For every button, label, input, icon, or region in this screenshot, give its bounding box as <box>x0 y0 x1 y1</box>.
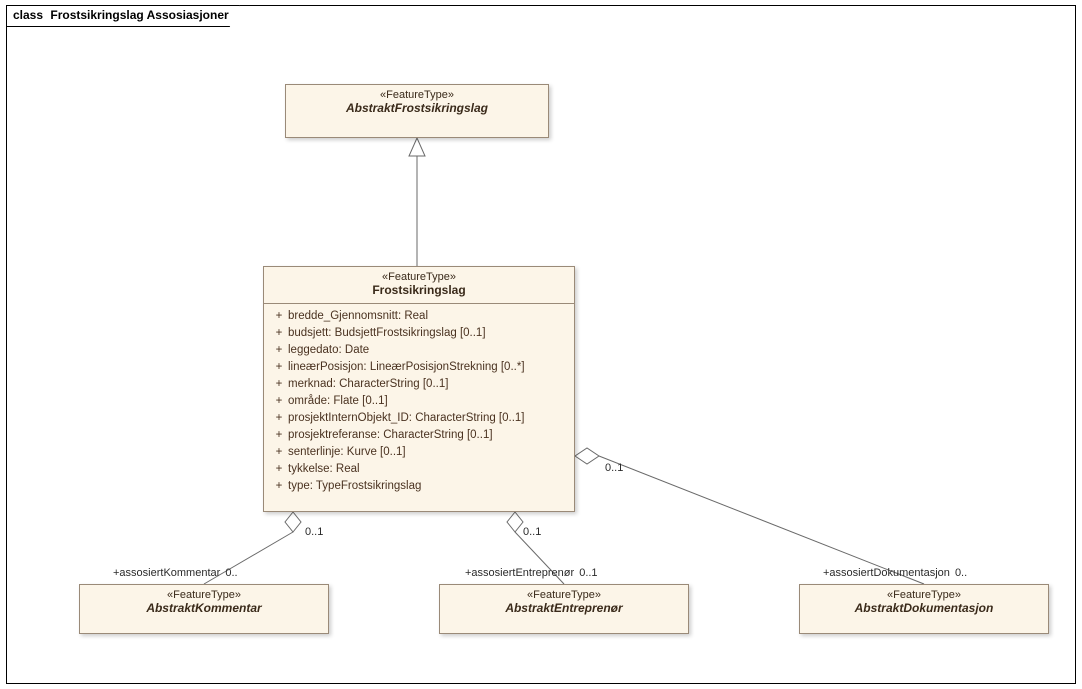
attr-visibility: + <box>270 478 288 495</box>
attribute-row: +leggedato: Date <box>270 342 568 359</box>
class-header: «FeatureType» AbstraktFrostsikringslag <box>286 85 548 121</box>
frame-title: Frostsikringslag Assosiasjoner <box>50 8 228 22</box>
role-dokumentasjon: +assosiertDokumentasjon 0.. <box>823 567 967 579</box>
attr-visibility: + <box>270 410 288 427</box>
role-mult: 0..1 <box>579 567 597 579</box>
attr-visibility: + <box>270 308 288 325</box>
class-name: AbstraktFrostsikringslag <box>290 101 544 115</box>
role-kommentar: +assosiertKommentar 0.. <box>113 567 238 579</box>
attr-text: prosjektInternObjekt_ID: CharacterString… <box>288 410 525 427</box>
attribute-row: +tykkelse: Real <box>270 461 568 478</box>
class-stereotype: «FeatureType» <box>444 589 684 601</box>
attr-text: type: TypeFrostsikringslag <box>288 478 421 495</box>
class-abstrakt-kommentar: «FeatureType» AbstraktKommentar <box>79 584 329 634</box>
assoc-line-dokumentasjon <box>599 456 924 584</box>
attr-text: prosjektreferanse: CharacterString [0..1… <box>288 427 493 444</box>
attribute-row: +prosjektreferanse: CharacterString [0..… <box>270 427 568 444</box>
attr-text: budsjett: BudsjettFrostsikringslag [0..1… <box>288 325 486 342</box>
attr-text: tykkelse: Real <box>288 461 360 478</box>
role-name: +assosiertDokumentasjon <box>823 567 950 579</box>
attribute-row: +bredde_Gjennomsnitt: Real <box>270 308 568 325</box>
attribute-row: +lineærPosisjon: LineærPosisjonStrekning… <box>270 359 568 376</box>
generalization-arrowhead-icon <box>409 138 425 156</box>
aggregation-diamond-kommentar-icon <box>285 512 301 532</box>
class-attributes: +bredde_Gjennomsnitt: Real +budsjett: Bu… <box>264 304 574 501</box>
class-name: AbstraktEntreprenør <box>444 601 684 615</box>
class-name: Frostsikringslag <box>268 283 570 297</box>
class-header: «FeatureType» AbstraktKommentar <box>80 585 328 621</box>
class-name: AbstraktKommentar <box>84 601 324 615</box>
attr-visibility: + <box>270 427 288 444</box>
class-header: «FeatureType» AbstraktEntreprenør <box>440 585 688 621</box>
diagram-frame: class Frostsikringslag Assosiasjoner «Fe… <box>6 5 1076 684</box>
attribute-row: +senterlinje: Kurve [0..1] <box>270 444 568 461</box>
attribute-row: +budsjett: BudsjettFrostsikringslag [0..… <box>270 325 568 342</box>
class-stereotype: «FeatureType» <box>268 271 570 283</box>
attr-text: lineærPosisjon: LineærPosisjonStrekning … <box>288 359 525 376</box>
attribute-row: +prosjektInternObjekt_ID: CharacterStrin… <box>270 410 568 427</box>
multiplicity-main-entreprenor: 0..1 <box>523 526 541 538</box>
role-mult: 0.. <box>955 567 967 579</box>
attr-visibility: + <box>270 444 288 461</box>
class-header: «FeatureType» Frostsikringslag <box>264 267 574 303</box>
multiplicity-main-kommentar: 0..1 <box>305 526 323 538</box>
attr-text: merknad: CharacterString [0..1] <box>288 376 448 393</box>
aggregation-diamond-entreprenor-icon <box>507 512 523 532</box>
multiplicity-main-dokumentasjon: 0..1 <box>605 462 623 474</box>
class-abstrakt-frostsikringslag: «FeatureType» AbstraktFrostsikringslag <box>285 84 549 138</box>
class-stereotype: «FeatureType» <box>804 589 1044 601</box>
class-frostsikringslag: «FeatureType» Frostsikringslag +bredde_G… <box>263 266 575 512</box>
role-entreprenor: +assosiertEntreprenør 0..1 <box>465 567 598 579</box>
frame-title-tab: class Frostsikringslag Assosiasjoner <box>6 5 240 27</box>
role-name: +assosiertEntreprenør <box>465 567 574 579</box>
attribute-row: +merknad: CharacterString [0..1] <box>270 376 568 393</box>
attr-visibility: + <box>270 376 288 393</box>
attr-visibility: + <box>270 342 288 359</box>
class-abstrakt-dokumentasjon: «FeatureType» AbstraktDokumentasjon <box>799 584 1049 634</box>
class-header: «FeatureType» AbstraktDokumentasjon <box>800 585 1048 621</box>
attr-text: senterlinje: Kurve [0..1] <box>288 444 406 461</box>
attr-text: leggedato: Date <box>288 342 369 359</box>
class-abstrakt-entreprenor: «FeatureType» AbstraktEntreprenør <box>439 584 689 634</box>
class-name: AbstraktDokumentasjon <box>804 601 1044 615</box>
attr-visibility: + <box>270 461 288 478</box>
attr-visibility: + <box>270 325 288 342</box>
role-mult: 0.. <box>225 567 237 579</box>
attribute-row: +område: Flate [0..1] <box>270 393 568 410</box>
aggregation-diamond-dokumentasjon-icon <box>575 448 599 464</box>
attr-visibility: + <box>270 359 288 376</box>
attribute-row: +type: TypeFrostsikringslag <box>270 478 568 495</box>
attr-text: bredde_Gjennomsnitt: Real <box>288 308 428 325</box>
attr-text: område: Flate [0..1] <box>288 393 388 410</box>
frame-keyword: class <box>13 8 43 22</box>
class-stereotype: «FeatureType» <box>84 589 324 601</box>
attr-visibility: + <box>270 393 288 410</box>
class-stereotype: «FeatureType» <box>290 89 544 101</box>
role-name: +assosiertKommentar <box>113 567 220 579</box>
